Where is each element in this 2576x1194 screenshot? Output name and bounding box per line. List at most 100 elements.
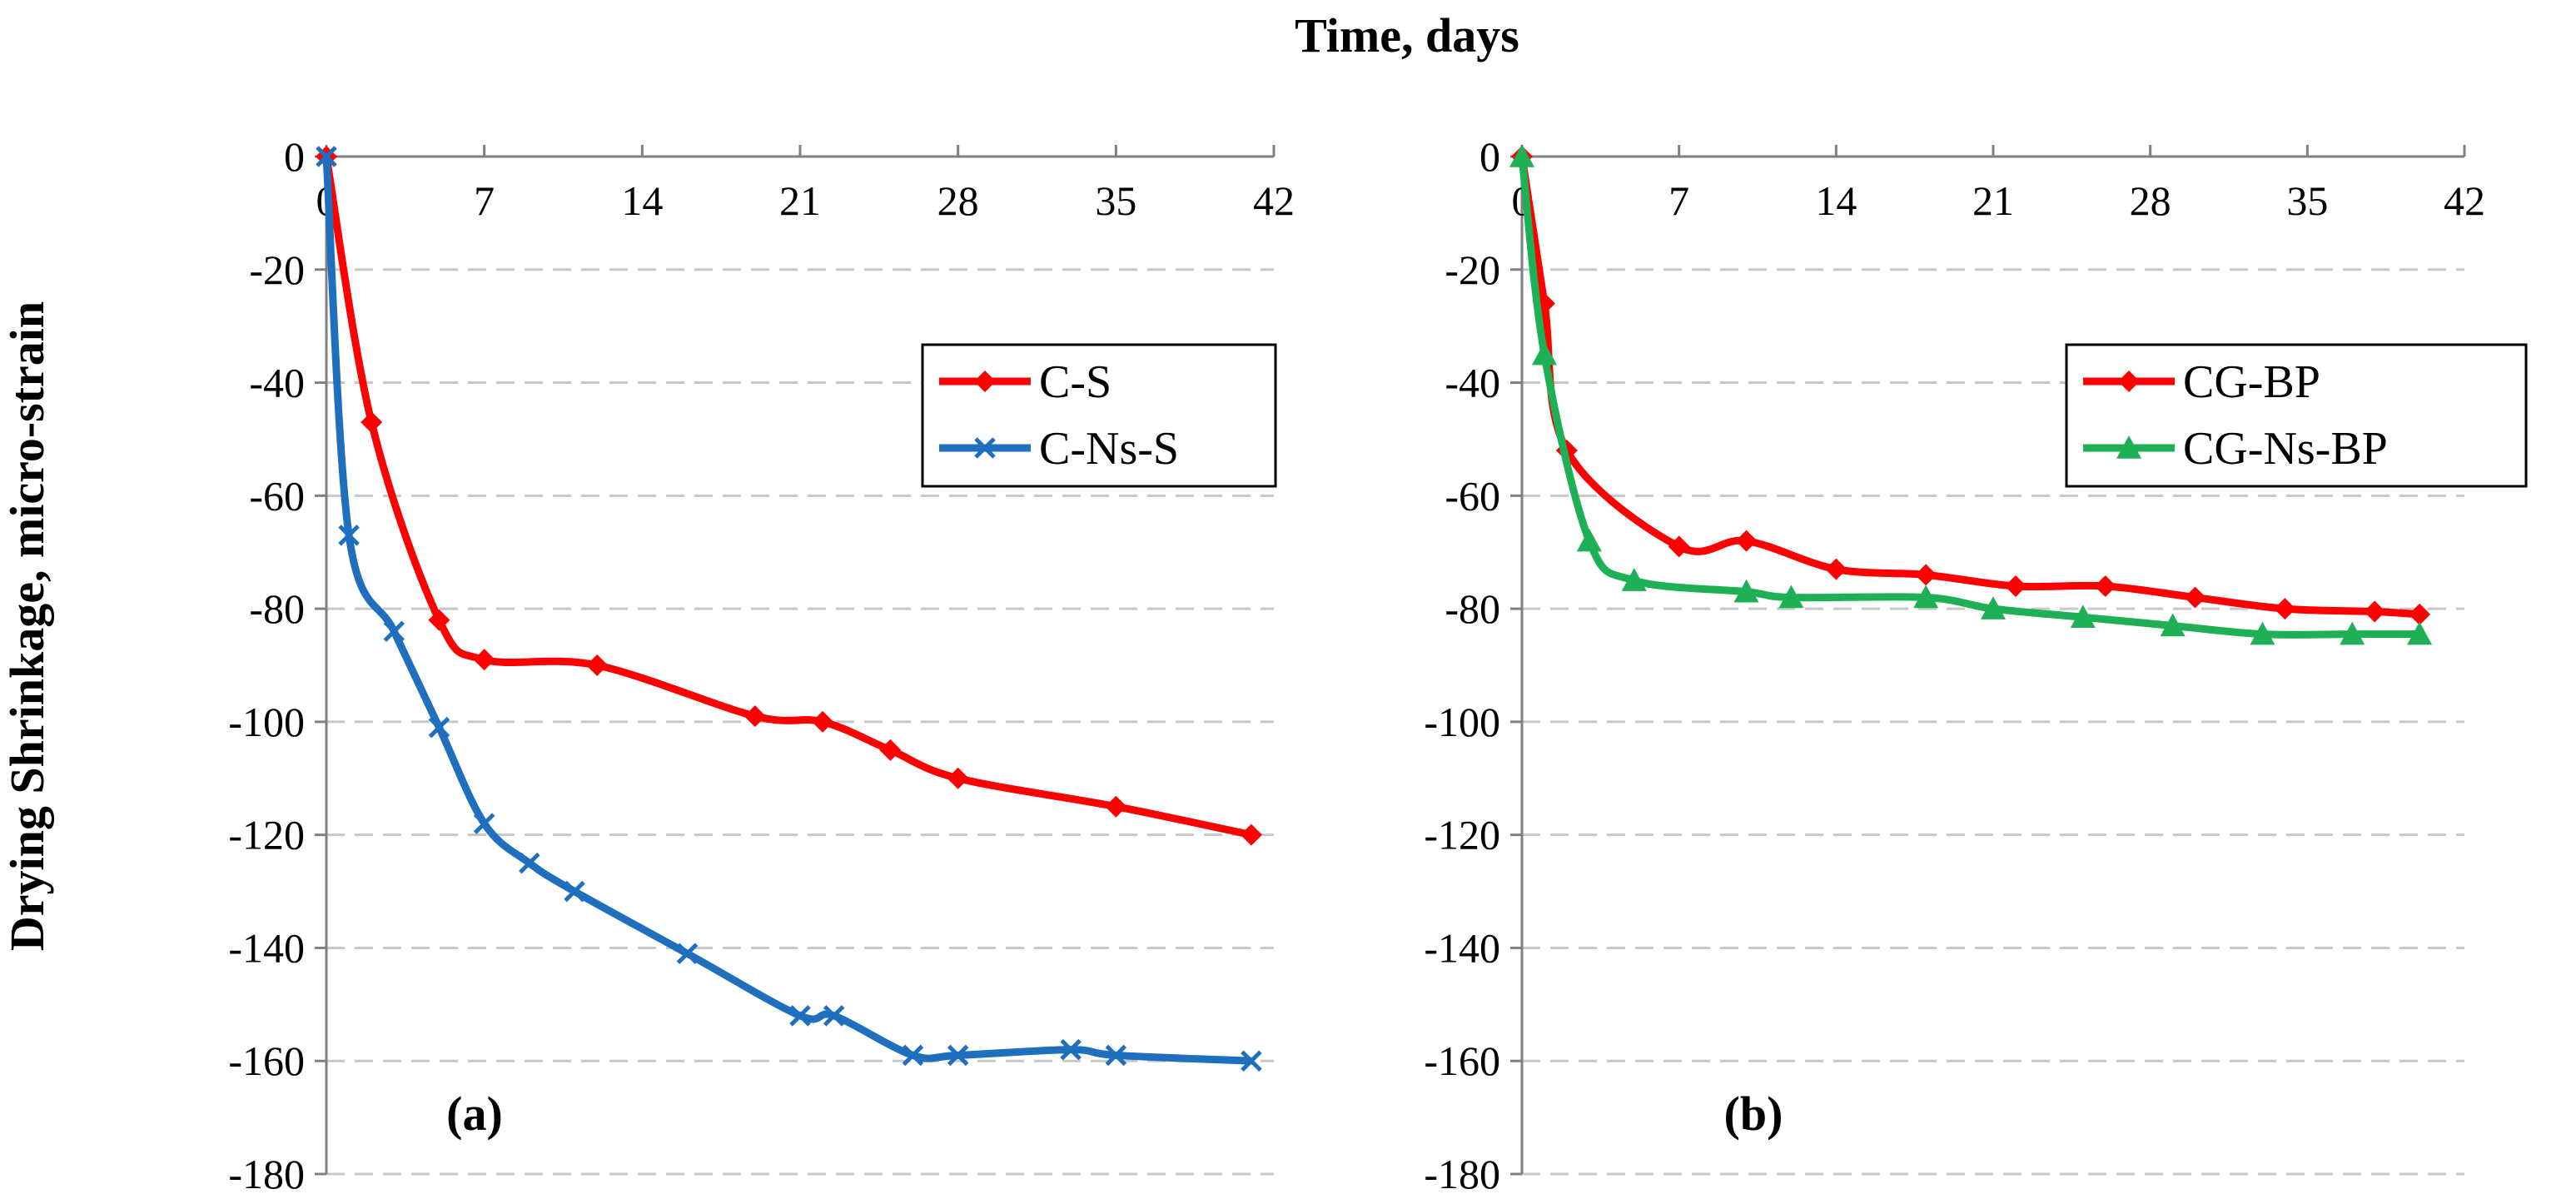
- data-point-cg-bp: [2364, 600, 2386, 623]
- x-tick-label: 14: [621, 177, 663, 224]
- y-tick-label: -80: [1445, 585, 1500, 632]
- data-point-c-ns-s: [1241, 1050, 1262, 1072]
- data-point-cg-bp: [1735, 530, 1758, 552]
- legend-label: CG-Ns-BP: [2183, 423, 2388, 475]
- data-point-cg-bp: [2184, 586, 2206, 609]
- y-tick-label: -160: [1424, 1037, 1500, 1084]
- legend-label: CG-BP: [2183, 356, 2320, 408]
- data-point-cg-ns-bp: [1913, 585, 1939, 609]
- x-tick-label: 7: [474, 177, 495, 224]
- data-point-cg-bp: [1668, 535, 1690, 558]
- data-point-cg-ns-bp: [2407, 621, 2433, 645]
- panel-label: (a): [446, 1087, 503, 1141]
- x-axis-title: Time, days: [1295, 8, 1519, 62]
- x-tick-label: 7: [1668, 177, 1689, 224]
- data-point-c-s: [586, 654, 609, 676]
- legend-marker: [974, 371, 996, 392]
- data-point-c-ns-s: [947, 1044, 969, 1067]
- panel-label: (b): [1724, 1087, 1783, 1141]
- legend-label: C-S: [1039, 356, 1111, 408]
- x-tick-label: 21: [779, 177, 821, 224]
- data-point-c-s: [1240, 823, 1262, 846]
- y-tick-label: -140: [1424, 924, 1500, 971]
- series-line-c-s: [322, 156, 1252, 839]
- legend-marker: [974, 437, 996, 459]
- y-tick-label: -140: [228, 924, 305, 971]
- data-point-c-s: [879, 739, 902, 761]
- y-tick-label: -180: [228, 1151, 305, 1194]
- y-tick-label: 0: [1479, 133, 1500, 180]
- x-tick-label: 42: [2444, 177, 2485, 224]
- data-point-c-ns-s: [316, 146, 337, 167]
- y-tick-label: -40: [1445, 360, 1500, 406]
- y-tick-label: -120: [228, 812, 305, 858]
- y-tick-label: -100: [1424, 699, 1500, 745]
- data-point-c-ns-s: [789, 1005, 811, 1027]
- data-point-c-ns-s: [564, 880, 585, 903]
- y-tick-label: -60: [249, 472, 305, 519]
- data-point-c-s: [361, 411, 383, 434]
- data-point-c-ns-s: [676, 943, 699, 964]
- data-point-c-ns-s: [383, 620, 405, 643]
- series-line-cg-ns-bp: [1518, 156, 2420, 639]
- data-point-c-ns-s: [338, 525, 360, 546]
- x-tick-label: 14: [1815, 177, 1857, 224]
- y-tick-label: -160: [228, 1037, 305, 1084]
- data-point-cg-ns-bp: [1981, 596, 2006, 619]
- data-point-cg-ns-bp: [2340, 621, 2365, 645]
- data-point-cg-ns-bp: [1733, 579, 1759, 603]
- data-point-cg-bp: [2004, 575, 2026, 597]
- data-point-c-s: [428, 609, 450, 631]
- y-tick-label: -180: [1424, 1151, 1500, 1194]
- data-point-c-s: [947, 767, 969, 789]
- legend-marker: [2118, 371, 2140, 392]
- data-point-cg-bp: [1915, 564, 1937, 586]
- data-point-cg-ns-bp: [2250, 621, 2275, 645]
- data-point-c-s: [1105, 795, 1127, 818]
- y-tick-label: -120: [1424, 812, 1500, 858]
- data-point-cg-bp: [1825, 558, 1847, 580]
- data-point-cg-ns-bp: [1509, 144, 1534, 167]
- x-tick-label: 28: [2130, 177, 2171, 224]
- y-axis-title: Drying Shrinkage, micro-strain: [0, 301, 54, 951]
- y-tick-label: -80: [249, 585, 305, 632]
- data-point-c-ns-s: [473, 813, 495, 834]
- data-point-cg-ns-bp: [1531, 341, 1557, 366]
- x-tick-label: 21: [1972, 177, 2014, 224]
- y-tick-label: -100: [228, 699, 305, 745]
- data-point-c-s: [812, 710, 834, 733]
- legend-label: C-Ns-S: [1039, 423, 1179, 475]
- data-point-c-s: [473, 649, 495, 671]
- data-point-c-ns-s: [519, 852, 540, 874]
- data-point-cg-bp: [2094, 575, 2116, 597]
- y-tick-label: -20: [1445, 246, 1500, 293]
- x-tick-label: 35: [1095, 177, 1136, 224]
- x-tick-label: 28: [937, 177, 979, 224]
- data-point-cg-ns-bp: [2160, 613, 2186, 637]
- x-tick-label: 35: [2286, 177, 2328, 224]
- data-point-cg-ns-bp: [1621, 568, 1647, 591]
- data-point-c-ns-s: [428, 716, 450, 739]
- series-line-c-ns-s: [322, 156, 1252, 1065]
- x-tick-label: 42: [1253, 177, 1295, 224]
- data-point-cg-ns-bp: [1576, 528, 1602, 552]
- data-point-cg-bp: [2409, 603, 2431, 625]
- data-point-c-ns-s: [1060, 1038, 1082, 1061]
- legend-box: [921, 343, 1277, 488]
- y-tick-label: 0: [284, 133, 305, 180]
- data-point-cg-ns-bp: [1778, 585, 1804, 609]
- y-tick-label: -20: [249, 246, 305, 293]
- data-point-c-s: [743, 705, 766, 728]
- data-point-cg-bp: [2274, 598, 2296, 620]
- data-point-cg-ns-bp: [2070, 604, 2096, 629]
- legend-marker: [2116, 435, 2141, 459]
- data-point-c-ns-s: [1105, 1044, 1127, 1067]
- legend-box: [2065, 343, 2528, 488]
- y-tick-label: -60: [1445, 472, 1500, 519]
- data-point-c-ns-s: [902, 1044, 924, 1067]
- y-tick-label: -40: [249, 360, 305, 406]
- data-point-c-ns-s: [823, 1005, 845, 1027]
